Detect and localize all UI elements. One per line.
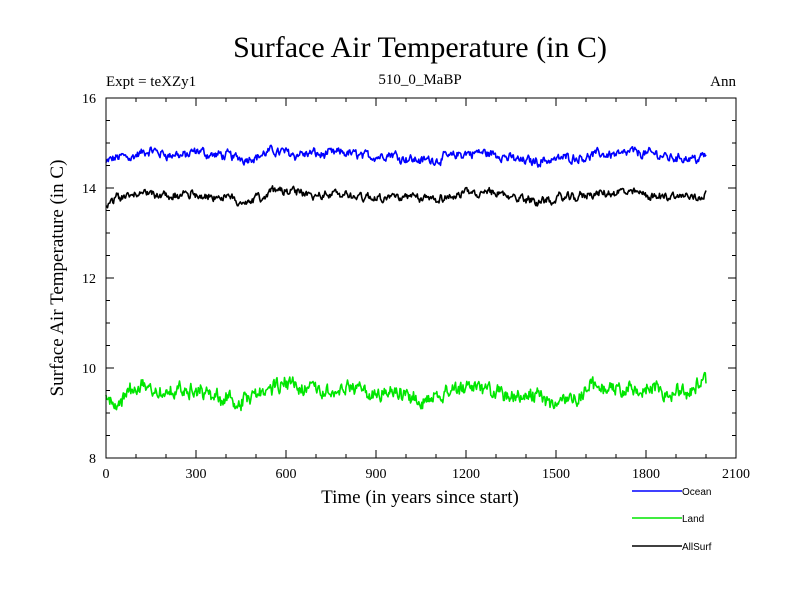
y-tick-label: 10 [82, 362, 96, 377]
x-tick-label: 2100 [722, 467, 750, 482]
legend-label-land: Land [682, 514, 704, 525]
series-layer [105, 144, 707, 412]
y-tick-label: 8 [89, 452, 96, 467]
y-tick-label: 14 [82, 182, 96, 197]
chart-title: Surface Air Temperature (in C) [233, 31, 607, 64]
x-tick-label: 600 [276, 467, 297, 482]
x-axis: 0 300 600 900 1200 1500 1800 2100 [103, 98, 750, 482]
x-tick-label: 1200 [452, 467, 480, 482]
season-label: Ann [710, 74, 736, 90]
y-tick-label: 16 [82, 92, 96, 107]
y-tick-label: 12 [82, 272, 96, 287]
x-axis-label: Time (in years since start) [321, 487, 519, 508]
series-line-ocean [105, 144, 707, 168]
x-tick-label: 300 [186, 467, 207, 482]
legend-label-allsurf: AllSurf [682, 542, 712, 553]
series-line-allsurf [105, 185, 707, 209]
series-line-land [105, 371, 707, 412]
y-axis-label: Surface Air Temperature (in C) [47, 160, 68, 397]
x-tick-label: 0 [103, 467, 110, 482]
x-tick-label: 1500 [542, 467, 570, 482]
x-tick-label: 1800 [632, 467, 660, 482]
legend-label-ocean: Ocean [682, 487, 711, 498]
chart-subtitle: 510_0_MaBP [378, 72, 461, 88]
experiment-label: Expt = teXZy1 [106, 74, 196, 90]
legend: Ocean Land AllSurf [632, 487, 712, 553]
x-tick-label: 900 [366, 467, 387, 482]
y-axis: 8 10 12 14 16 [82, 92, 736, 467]
